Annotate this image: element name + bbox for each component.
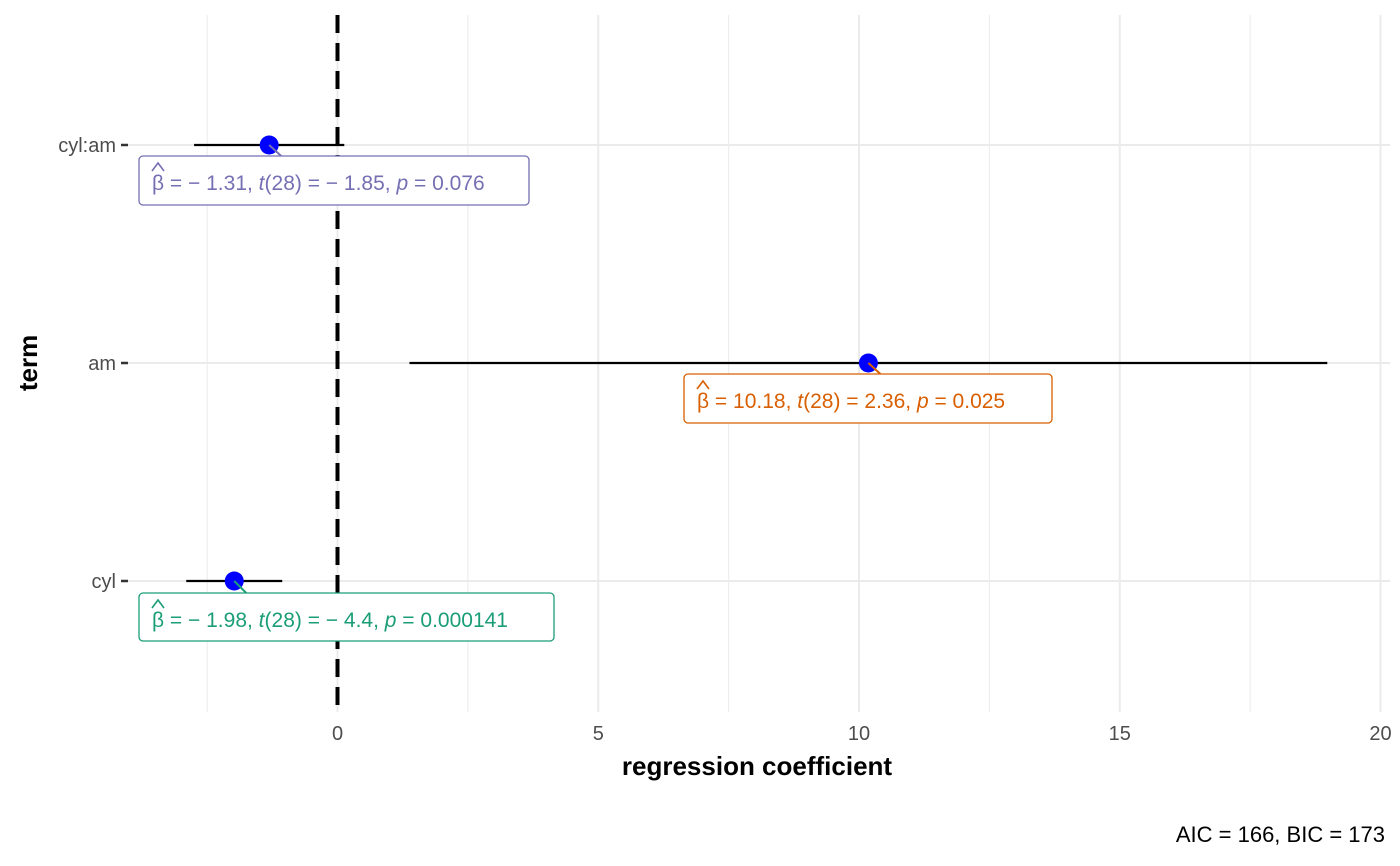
- y-tick-label: am: [88, 353, 116, 375]
- beta-symbol: β: [152, 172, 164, 195]
- t-df: (28): [265, 172, 302, 195]
- estimate-value: = 10.18,: [709, 390, 797, 413]
- p-value: = 0.076: [408, 172, 484, 195]
- hat-accent: [696, 379, 710, 390]
- p-symbol: p: [395, 172, 408, 195]
- stat-label: β = 10.18, t(28) = 2.36, p = 0.025: [683, 373, 1053, 424]
- caption: AIC = 166, BIC = 173: [1176, 822, 1385, 847]
- x-tick-label: 0: [332, 723, 343, 745]
- estimate-value: = − 1.31,: [164, 172, 259, 195]
- x-tick-label: 20: [1369, 723, 1391, 745]
- y-tick-label: cyl:am: [58, 135, 116, 157]
- p-value: = 0.025: [929, 390, 1005, 413]
- stat-label-box: [138, 155, 530, 206]
- p-symbol: p: [384, 609, 397, 632]
- hat-accent: [151, 161, 165, 172]
- p-value: = 0.000141: [396, 609, 508, 632]
- stat-label-text: β = − 1.31, t(28) = − 1.85, p = 0.076: [152, 172, 485, 195]
- beta-symbol: β: [152, 609, 164, 632]
- axes: 0 5 10 15 20 cyl:am am cyl: [58, 135, 1391, 745]
- t-df: (28): [265, 609, 302, 632]
- stat-label-box: [683, 373, 1053, 424]
- estimate-value: = − 1.98,: [164, 609, 259, 632]
- hat-accent: [151, 598, 165, 609]
- x-axis-title: regression coefficient: [622, 751, 893, 781]
- beta-symbol: β: [697, 390, 709, 413]
- label-connector: [867, 362, 882, 375]
- label-connector: [268, 144, 282, 157]
- x-tick-label: 5: [593, 723, 604, 745]
- t-symbol: t: [259, 609, 266, 632]
- t-value: = − 4.4,: [302, 609, 385, 632]
- stat-label: β = − 1.31, t(28) = − 1.85, p = 0.076: [138, 155, 530, 206]
- x-tick-label: 15: [1109, 723, 1131, 745]
- stat-label-text: β = 10.18, t(28) = 2.36, p = 0.025: [697, 390, 1005, 413]
- p-symbol: p: [916, 390, 929, 413]
- y-axis-title: term: [13, 335, 43, 391]
- t-df: (28): [803, 390, 840, 413]
- y-tick-label: cyl: [92, 571, 116, 593]
- x-tick-label: 10: [848, 723, 870, 745]
- t-symbol: t: [797, 390, 804, 413]
- t-symbol: t: [259, 172, 266, 195]
- t-value: = 2.36,: [840, 390, 916, 413]
- stat-label-box: [138, 592, 555, 642]
- stat-label: β = − 1.98, t(28) = − 4.4, p = 0.000141: [138, 592, 555, 642]
- stat-label-text: β = − 1.98, t(28) = − 4.4, p = 0.000141: [152, 609, 508, 632]
- t-value: = − 1.85,: [302, 172, 397, 195]
- label-connector: [233, 580, 247, 594]
